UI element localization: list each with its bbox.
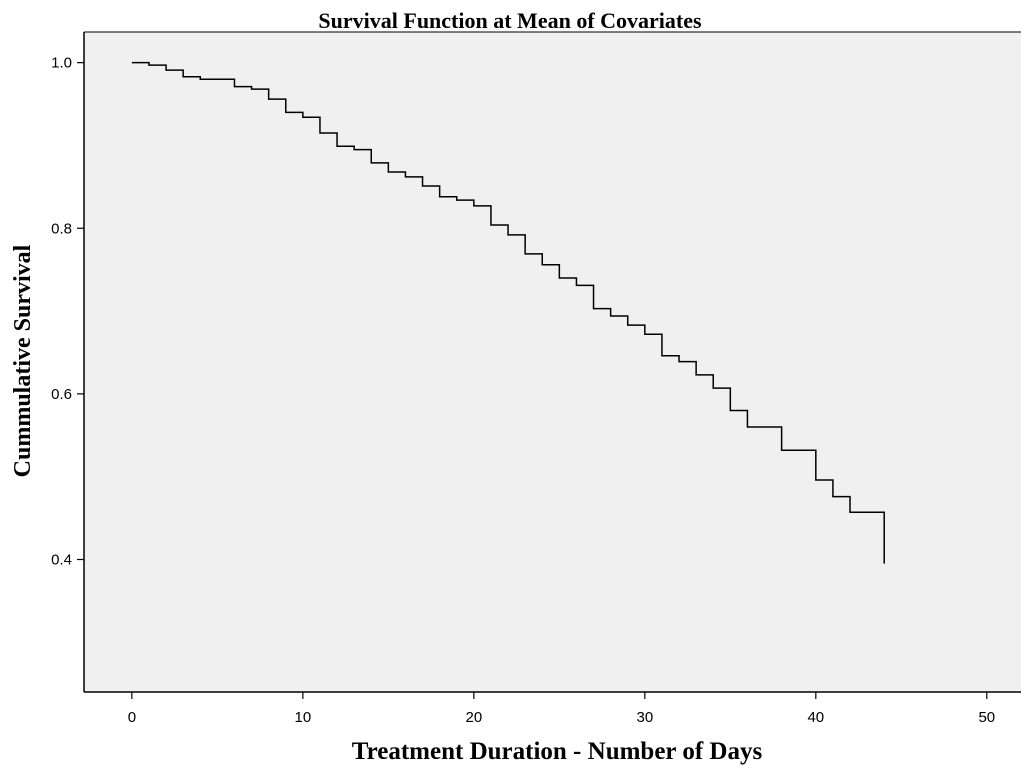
chart-title: Survival Function at Mean of Covariates: [318, 8, 702, 33]
x-tick-label: 10: [295, 709, 312, 726]
x-tick-label: 20: [466, 709, 483, 726]
y-axis-label: Cummulative Survival: [10, 244, 36, 477]
y-tick-label: 0.4: [51, 552, 72, 569]
x-axis-label: Treatment Duration - Number of Days: [352, 738, 763, 765]
survival-step-line: [131, 61, 885, 564]
x-tick-label: 40: [807, 709, 824, 726]
y-tick-label: 0.6: [51, 386, 72, 403]
x-axis-ticks: 0 10 20 30 40 50: [128, 692, 995, 726]
y-tick-label: 1.0: [51, 55, 72, 72]
y-tick-label: 0.8: [51, 220, 72, 237]
x-tick-label: 30: [636, 709, 653, 726]
x-tick-label: 0: [128, 709, 136, 726]
plot-area: [84, 32, 1021, 692]
x-tick-label: 50: [978, 709, 995, 726]
y-axis-ticks: 0.4 0.6 0.8 1.0: [51, 55, 84, 569]
